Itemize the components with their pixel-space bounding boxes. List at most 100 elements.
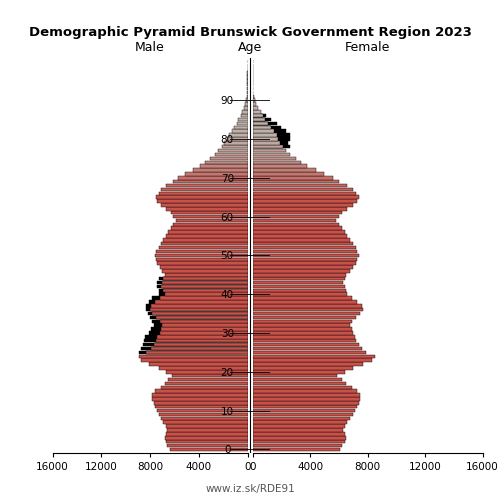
Bar <box>172 374 248 378</box>
Bar <box>151 304 248 308</box>
Bar <box>155 405 248 408</box>
Bar <box>156 284 248 288</box>
Bar <box>152 397 248 400</box>
Bar <box>252 137 290 140</box>
Bar <box>161 416 248 420</box>
Bar <box>222 145 248 148</box>
Bar <box>152 394 248 397</box>
Bar <box>164 277 248 280</box>
Bar <box>146 304 248 308</box>
Bar <box>252 424 344 428</box>
Bar <box>170 448 248 451</box>
Bar <box>166 424 248 428</box>
Bar <box>252 130 274 133</box>
Bar <box>240 114 248 117</box>
Bar <box>152 296 248 300</box>
Bar <box>151 347 248 350</box>
Bar <box>252 300 358 304</box>
Bar <box>155 390 248 393</box>
Bar <box>252 436 346 440</box>
Bar <box>218 149 248 152</box>
Bar <box>168 230 248 234</box>
Bar <box>252 262 356 265</box>
Bar <box>252 141 280 144</box>
Bar <box>149 331 248 334</box>
Bar <box>156 339 248 342</box>
Bar <box>162 324 248 327</box>
Bar <box>149 362 248 366</box>
Bar <box>161 242 248 246</box>
Bar <box>252 258 358 261</box>
Bar <box>158 335 248 338</box>
Bar <box>252 370 344 374</box>
Bar <box>252 94 254 98</box>
Bar <box>252 250 358 254</box>
Bar <box>252 215 339 218</box>
Bar <box>252 180 339 184</box>
Bar <box>156 196 248 199</box>
Bar <box>238 118 248 122</box>
Bar <box>252 386 352 389</box>
Bar <box>252 110 260 114</box>
Bar <box>252 416 350 420</box>
Bar <box>252 160 302 164</box>
Bar <box>158 192 248 195</box>
Bar <box>252 246 356 250</box>
Bar <box>232 130 248 133</box>
Bar <box>252 397 360 400</box>
Bar <box>252 226 342 230</box>
Bar <box>164 273 248 276</box>
Bar <box>252 401 359 404</box>
Bar <box>160 266 248 269</box>
Bar <box>252 324 350 327</box>
Bar <box>252 188 353 191</box>
Bar <box>166 370 248 374</box>
Bar <box>156 250 248 254</box>
Bar <box>252 145 282 148</box>
Text: Demographic Pyramid Brunswick Government Region 2023: Demographic Pyramid Brunswick Government… <box>28 26 471 39</box>
Text: Male: Male <box>135 41 165 54</box>
Bar <box>252 350 366 354</box>
Bar <box>149 300 248 304</box>
Bar <box>244 106 248 110</box>
Bar <box>160 331 248 334</box>
Bar <box>252 192 356 195</box>
Bar <box>192 168 248 172</box>
Bar <box>252 328 352 331</box>
Bar <box>252 130 286 133</box>
Bar <box>164 238 248 242</box>
Bar <box>162 281 248 284</box>
Bar <box>146 350 248 354</box>
Bar <box>152 312 248 316</box>
Bar <box>173 215 248 218</box>
Bar <box>160 296 248 300</box>
Bar <box>252 102 256 106</box>
Bar <box>205 160 248 164</box>
Bar <box>252 122 268 125</box>
Bar <box>252 230 344 234</box>
Bar <box>252 273 346 276</box>
Bar <box>186 172 248 176</box>
Bar <box>164 288 248 292</box>
Bar <box>161 386 248 389</box>
Bar <box>164 277 248 280</box>
Bar <box>252 145 290 148</box>
Bar <box>142 343 248 346</box>
Bar <box>161 284 248 288</box>
Bar <box>150 308 248 312</box>
Bar <box>173 222 248 226</box>
Bar <box>229 134 248 137</box>
Bar <box>252 354 374 358</box>
Bar <box>162 324 248 327</box>
Bar <box>252 207 348 210</box>
Bar <box>252 218 336 222</box>
Bar <box>168 378 248 382</box>
Bar <box>252 394 360 397</box>
Bar <box>160 320 248 323</box>
Bar <box>158 292 248 296</box>
Bar <box>142 347 248 350</box>
Bar <box>166 234 248 237</box>
Bar <box>252 126 271 129</box>
Bar <box>252 277 344 280</box>
Bar <box>145 335 248 338</box>
